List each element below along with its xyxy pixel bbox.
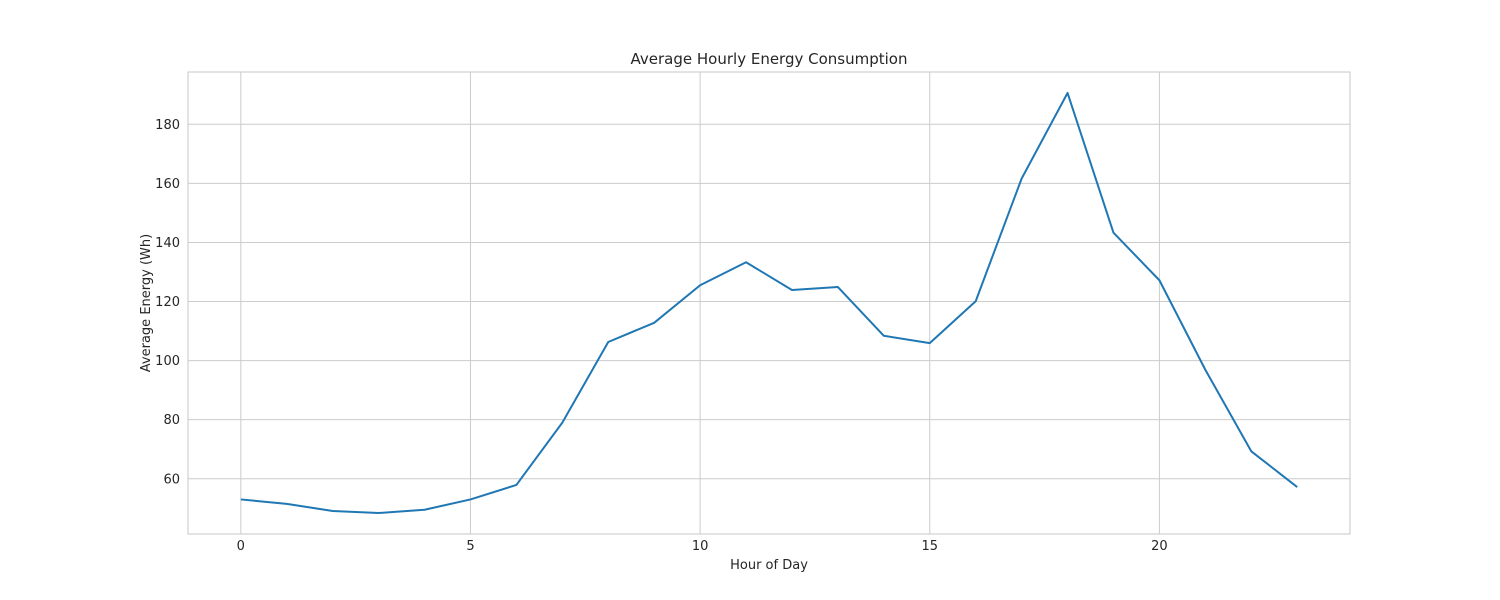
y-tick-label: 100 [155,354,180,369]
x-tick-label: 10 [692,539,709,554]
y-axis-label: Average Energy (Wh) [139,234,154,372]
y-tick-label: 60 [163,472,180,487]
x-tick-label: 0 [237,539,245,554]
y-tick-label: 140 [155,236,180,251]
y-tick-labels: 60 80 100 120 140 160 180 [155,118,180,487]
series-layer [240,91,1298,515]
chart-title: Average Hourly Energy Consumption [631,50,908,68]
series-line [240,91,1298,515]
y-tick-label: 160 [155,177,180,192]
x-axis-label: Hour of Day [730,558,808,573]
x-tick-label: 5 [466,539,474,554]
y-tick-label: 120 [155,295,180,310]
y-tick-label: 80 [163,413,180,428]
plot-frame [187,71,1351,535]
y-tick-label: 180 [155,118,180,133]
x-tick-label: 20 [1151,539,1168,554]
grid [188,72,1350,534]
x-tick-label: 15 [921,539,938,554]
x-tick-labels: 0 5 10 15 20 [237,539,1168,554]
